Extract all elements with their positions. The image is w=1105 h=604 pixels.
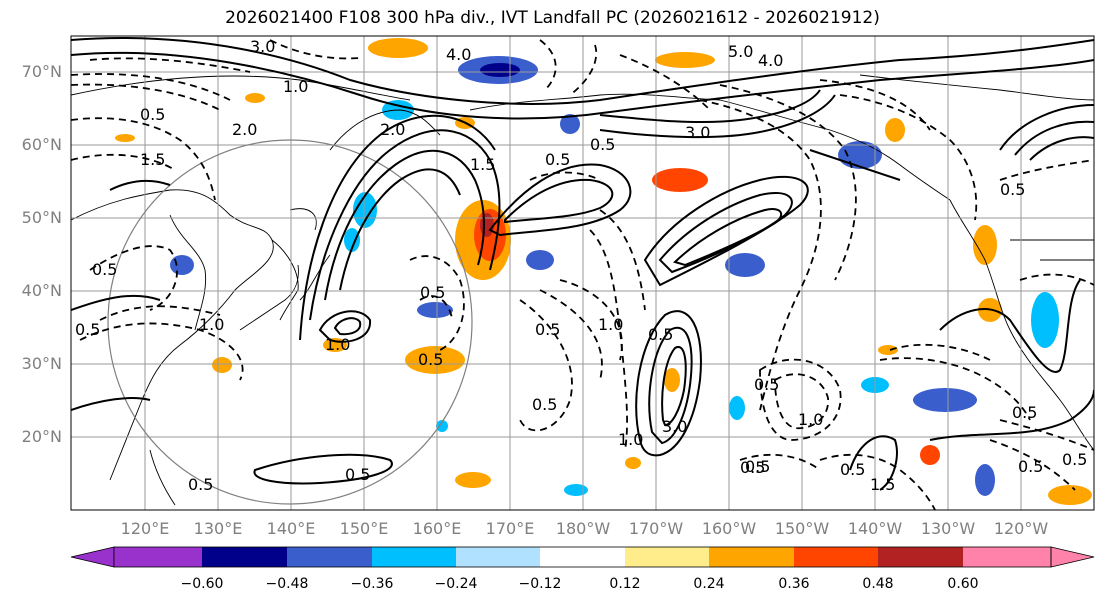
colorbar-segment [794,547,878,567]
colorbar-segment [963,547,1051,567]
contour-label: 0.5 [345,465,370,484]
colorbar-tick-label: 0.36 [778,576,810,592]
contour-label: 0.5 [1018,457,1043,476]
contour-label: 1.0 [598,315,623,334]
lon-label: 120°E [120,519,170,538]
lon-label: 160°E [412,519,462,538]
contour-label: 0.5 [418,350,443,369]
contour-label: 1.0 [618,430,643,449]
map-title: 2026021400 F108 300 hPa div., IVT Landfa… [225,8,880,28]
colorbar [70,546,1095,568]
contour-labels: 3.0 4.0 5.0 4.0 3.0 2.0 1.0 0.5 1.5 0.5 … [75,37,1087,494]
contour-label: 0.5 [740,458,765,477]
colorbar-segment [114,547,202,567]
lat-label: 60°N [21,135,62,154]
colorbar-segment [456,547,540,567]
range-circle [107,139,473,505]
contour-label: 1.5 [870,475,895,494]
colorbar-segment [372,547,456,567]
contour-label: 0.5 [754,375,779,394]
lon-label: 150°E [339,519,389,538]
lat-label: 50°N [21,208,62,227]
contour-label: 4.0 [446,45,471,64]
contour-label: 0.5 [92,260,117,279]
map-area: 3.0 4.0 5.0 4.0 3.0 2.0 1.0 0.5 1.5 0.5 … [71,36,1094,510]
lat-label: 20°N [21,427,62,446]
lon-label: 120°W [993,519,1049,538]
colorbar-segment [202,547,287,567]
contour-label: 1.0 [325,335,350,354]
colorbar-tick-label: −0.36 [350,576,394,592]
contour-label: 0.5 [1000,180,1025,199]
contour-label: 2.0 [380,120,405,139]
map-frame [70,35,1095,511]
contour-label: 0.5 [648,325,673,344]
lon-label: 180°W [555,519,611,538]
lon-label: 130°W [920,519,976,538]
lon-label: 150°W [774,519,830,538]
contour-label: 5.0 [728,42,753,61]
contour-label: 1.5 [140,150,165,169]
contour-label: 0.5 [1062,450,1087,469]
colorbar-tick-label: 0.12 [609,576,641,592]
colorbar-tick-label: −0.24 [434,576,478,592]
contour-label: 0.5 [840,460,865,479]
contour-label: 0.5 [745,457,770,476]
contour-label: 0.5 [545,150,570,169]
lon-label: 160°W [701,519,757,538]
contour-label: 0.5 [420,283,445,302]
contour-label: 0.5 [75,320,100,339]
contour-label: 0.5 [535,320,560,339]
contour-label: 3.0 [250,37,275,56]
colorbar-segment [878,547,963,567]
contour-label: 0.5 [140,105,165,124]
contour-label: 0.5 [590,135,615,154]
colorbar-tick-label: −0.60 [180,576,224,592]
lon-label: 130°E [193,519,243,538]
lon-label: 170°W [628,519,684,538]
contour-label: 1.5 [470,155,495,174]
lat-label: 30°N [21,354,62,373]
colorbar-segment [625,547,709,567]
colorbar-segment [287,547,372,567]
lat-label: 70°N [21,62,62,81]
colorbar-tick-label: 0.48 [862,576,894,592]
colorbar-tick-label: 0.60 [947,576,979,592]
colorbar-tick-label: −0.12 [518,576,562,592]
colorbar-tick-label: −0.48 [265,576,309,592]
contour-label: 3.0 [685,123,710,142]
contour-label: 4.0 [758,51,783,70]
contour-label: 3.0 [662,417,687,436]
colorbar-tick-label: 0.24 [693,576,725,592]
contour-label: 0.5 [532,395,557,414]
lon-label: 140°W [847,519,903,538]
contour-label: 1.0 [199,315,224,334]
contour-label: 1.0 [798,410,823,429]
colorbar-extend-low [70,546,115,568]
lon-label: 170°E [485,519,535,538]
dashed-contours [71,39,1094,510]
contour-label: 0.5 [1012,403,1037,422]
solid-contours [71,37,1094,491]
colorbar-segment [709,547,794,567]
colorbar-extend-high [1050,546,1095,568]
contour-label: 2.0 [232,120,257,139]
lat-label: 40°N [21,281,62,300]
colorbar-segment [540,547,625,567]
contour-label: 1.0 [283,77,308,96]
lon-label: 140°E [266,519,316,538]
contour-label: 0.5 [188,475,213,494]
